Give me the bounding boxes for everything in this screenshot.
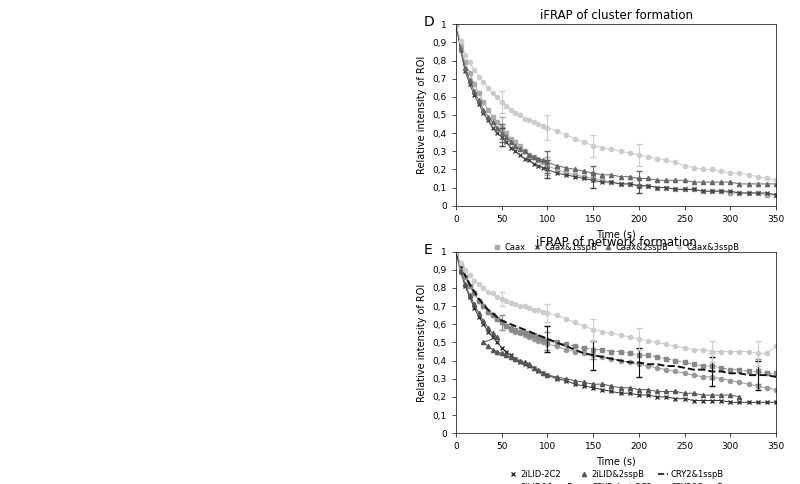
Title: iFRAP of cluster formation: iFRAP of cluster formation xyxy=(539,9,693,22)
Y-axis label: Relative intensity of ROI: Relative intensity of ROI xyxy=(417,283,427,402)
Y-axis label: Relative intensity of ROI: Relative intensity of ROI xyxy=(417,56,427,174)
X-axis label: Time (s): Time (s) xyxy=(596,229,636,239)
X-axis label: Time (s): Time (s) xyxy=(596,457,636,467)
Text: E: E xyxy=(424,242,433,257)
Title: iFRAP of network formation: iFRAP of network formation xyxy=(536,236,696,249)
Text: D: D xyxy=(424,15,434,29)
Legend: 2iLID-2C2, 2iLID&1sspB, 2iLID&2sspB, CRY2clust-2C2, CRY2&1sspB, CRY2&2sspB: 2iLID-2C2, 2iLID&1sspB, 2iLID&2sspB, CRY… xyxy=(508,470,724,484)
Legend: Caax, Caax&1sspB, Caax&2sspB, Caax&3sspB: Caax, Caax&1sspB, Caax&2sspB, Caax&3sspB xyxy=(492,242,740,252)
